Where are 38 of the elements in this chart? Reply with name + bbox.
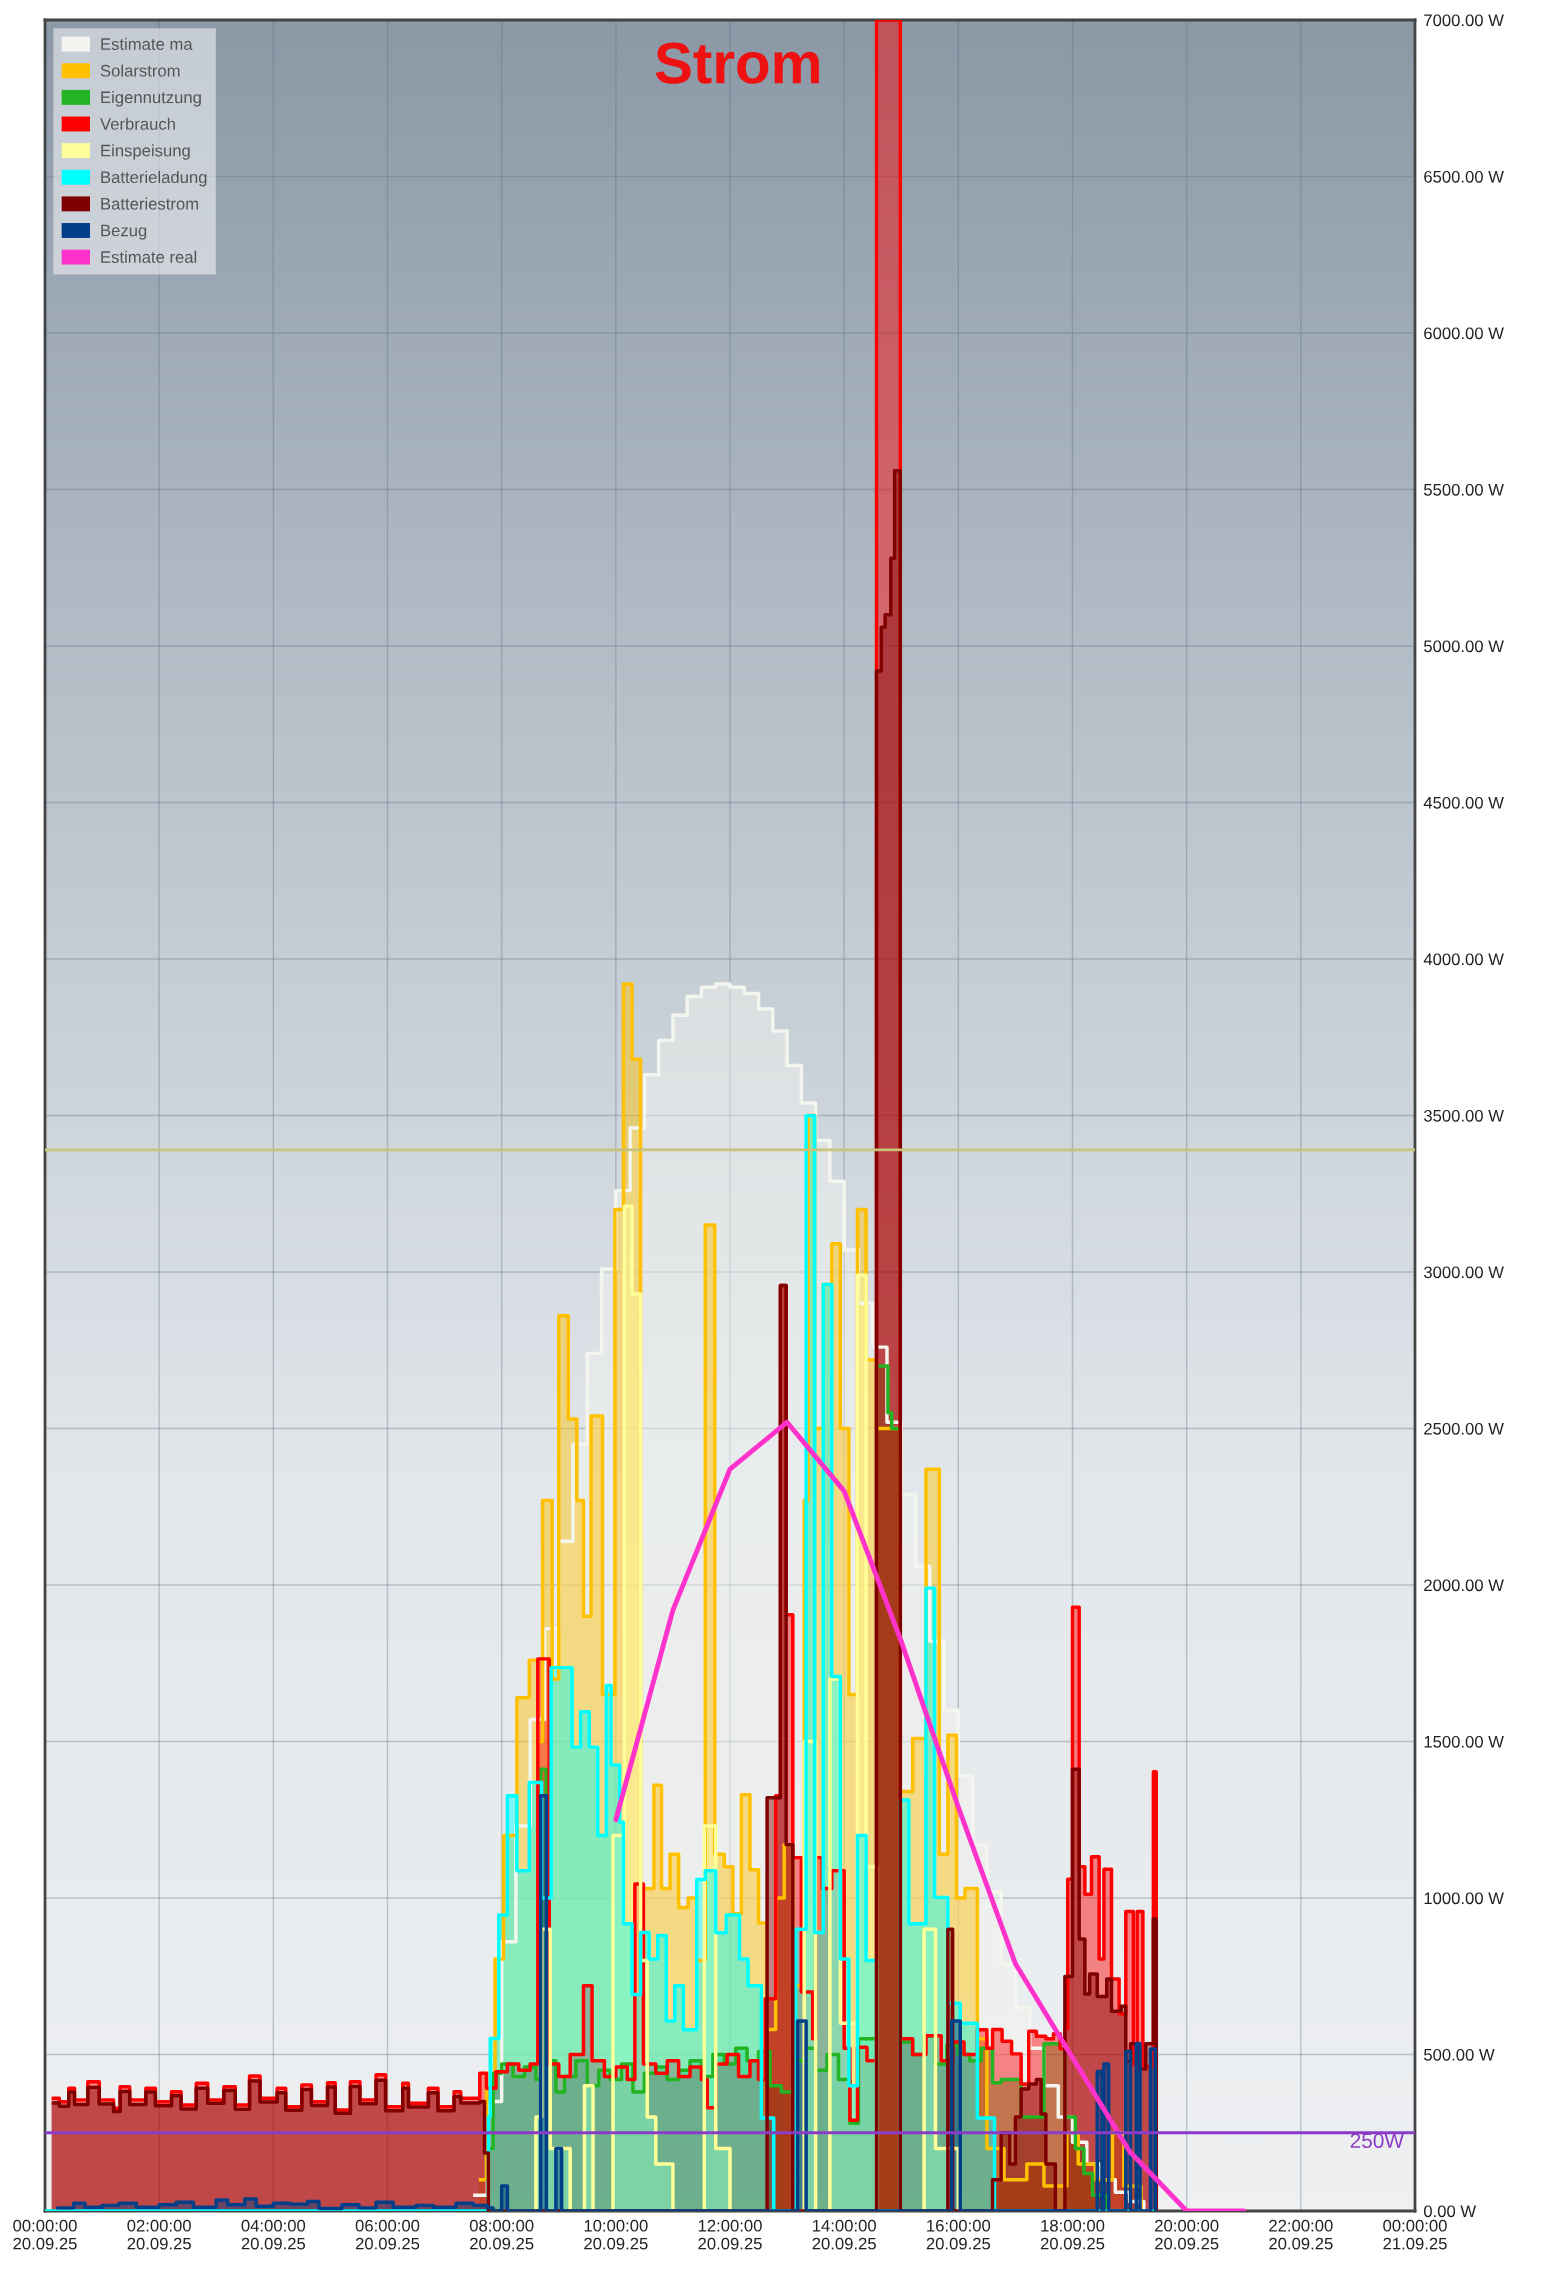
y-tick-label: 3500.00 W xyxy=(1423,1109,1504,1122)
y-tick-label: 1500.00 W xyxy=(1424,1735,1504,1748)
y-tick-label: 5500.00 W xyxy=(1424,483,1504,496)
y-tick-label: 4000.00 W xyxy=(1423,953,1504,966)
legend-label: Estimate real xyxy=(101,250,197,263)
y-tick-label: 3000.00 W xyxy=(1423,1266,1504,1279)
y-tick-label: 0.00 W xyxy=(1423,2205,1477,2218)
x-tick-label: 16:00:00 20.09.25 xyxy=(926,2219,991,2250)
chart-title: Strom xyxy=(655,42,819,84)
y-tick-label: 7000.00 W xyxy=(1424,14,1504,27)
y-tick-label: 500.00 W xyxy=(1424,2048,1495,2061)
legend-label: Estimate ma xyxy=(101,37,193,50)
y-tick-label: 2000.00 W xyxy=(1424,1579,1504,1592)
legend-label: Solarstrom xyxy=(100,64,180,77)
x-tick-label: 10:00:00 20.09.25 xyxy=(584,2219,648,2250)
legend-label: Batterieladung xyxy=(101,170,207,187)
y-tick-label: 6000.00 W xyxy=(1424,327,1504,340)
x-tick-label: 02:00:00 20.09.25 xyxy=(127,2219,191,2250)
y-tick-label: 6500.00 W xyxy=(1424,170,1504,183)
legend-label: Bezug xyxy=(101,224,147,240)
x-tick-label: 00:00:00 20.09.25 xyxy=(13,2219,77,2250)
legend-label: Verbrauch xyxy=(100,117,175,130)
y-tick-label: 5000.00 W xyxy=(1424,640,1504,653)
x-tick-label: 08:00:00 20.09.25 xyxy=(469,2219,534,2250)
x-tick-label: 22:00:00 20.09.25 xyxy=(1269,2219,1333,2250)
legend-label: Batteriestrom xyxy=(101,197,199,210)
x-tick-label: 14:00:00 20.09.25 xyxy=(812,2219,876,2250)
y-tick-label: 1000.00 W xyxy=(1424,1892,1504,1905)
x-tick-label: 18:00:00 20.09.25 xyxy=(1040,2219,1105,2250)
x-tick-label: 00:00:00 21.09.25 xyxy=(1383,2219,1447,2250)
legend-label: Einspeisung xyxy=(101,144,190,160)
x-tick-label: 04:00:00 20.09.25 xyxy=(241,2219,306,2250)
y-tick-label: 4500.00 W xyxy=(1423,796,1504,809)
legend-label: Eigennutzung xyxy=(101,91,201,107)
x-tick-label: 12:00:00 20.09.25 xyxy=(698,2219,762,2250)
y-tick-label: 2500.00 W xyxy=(1424,1422,1504,1435)
x-tick-label: 20:00:00 20.09.25 xyxy=(1155,2219,1219,2250)
x-tick-label: 06:00:00 20.09.25 xyxy=(355,2219,420,2250)
